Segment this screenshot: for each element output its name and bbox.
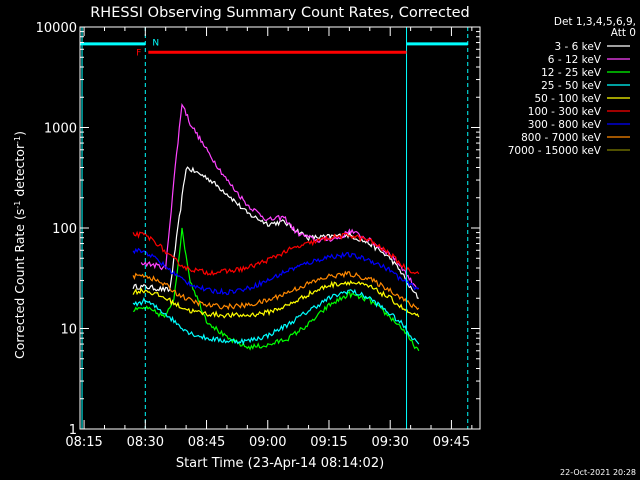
x-tick-label-6: 09:45	[433, 435, 470, 450]
series-line-0	[132, 166, 419, 299]
axes: 1 10 100 1000 10000 08:15 08:30 08:45 09:00 09:15…	[36, 21, 481, 450]
series-line-5	[132, 230, 420, 276]
series-line-6	[132, 247, 419, 296]
legend-label-4: 50 - 100 keV	[534, 93, 601, 105]
footer-timestamp: 22-Oct-2021 20:28	[560, 468, 636, 477]
legend-label-1: 6 - 12 keV	[548, 54, 602, 66]
series-line-7	[132, 270, 420, 311]
legend-label-2: 12 - 25 keV	[541, 67, 602, 79]
x-tick-label-2: 08:45	[188, 435, 225, 450]
y-axis-label-end: )	[12, 131, 27, 136]
chart-title: RHESSI Observing Summary Count Rates, Co…	[90, 5, 470, 21]
legend-label-0: 3 - 6 keV	[554, 41, 601, 53]
flare-flag-label: F	[136, 48, 141, 58]
y-axis-label-mid: detector	[12, 143, 27, 201]
y-tick-label-4: 10000	[36, 21, 77, 36]
legend-header-0: Det 1,3,4,5,6,9,	[554, 16, 636, 28]
legend-label-5: 100 - 300 keV	[528, 106, 602, 118]
series-line-4	[132, 280, 420, 319]
y-tick-label-0: 1	[69, 423, 77, 438]
series-line-1	[140, 102, 419, 290]
y-axis-label: Corrected Count Rate (s-1 detector-1)	[12, 131, 27, 359]
legend-label-6: 300 - 800 keV	[528, 119, 602, 131]
x-tick-label-4: 09:15	[310, 435, 347, 450]
series-line-2	[132, 227, 420, 352]
legend-header-1: Att 0	[611, 27, 636, 39]
x-axis-label: Start Time (23-Apr-14 08:14:02)	[176, 456, 384, 471]
legend-label-3: 25 - 50 keV	[541, 80, 602, 92]
axes-frame	[79, 26, 481, 430]
x-tick-label-0: 08:15	[65, 435, 102, 450]
series-line-3	[132, 288, 420, 346]
y-tick-label-1: 10	[60, 323, 77, 338]
legend-label-8: 7000 - 15000 keV	[508, 145, 602, 157]
y-axis-label-sup1: -1	[13, 201, 22, 209]
x-tick-label-3: 09:00	[249, 435, 286, 450]
x-tick-label-5: 09:30	[371, 435, 408, 450]
legend-label-7: 800 - 7000 keV	[521, 132, 602, 144]
y-tick-label-3: 1000	[44, 122, 77, 137]
y-axis-label-main: Corrected Count Rate (s	[12, 209, 27, 359]
x-tick-label-1: 08:30	[127, 435, 164, 450]
night-flag-label: N	[152, 39, 159, 49]
y-axis-label-sup2: -1	[13, 136, 22, 144]
y-tick-label-2: 100	[52, 222, 77, 237]
plot-area: FN	[80, 27, 469, 429]
